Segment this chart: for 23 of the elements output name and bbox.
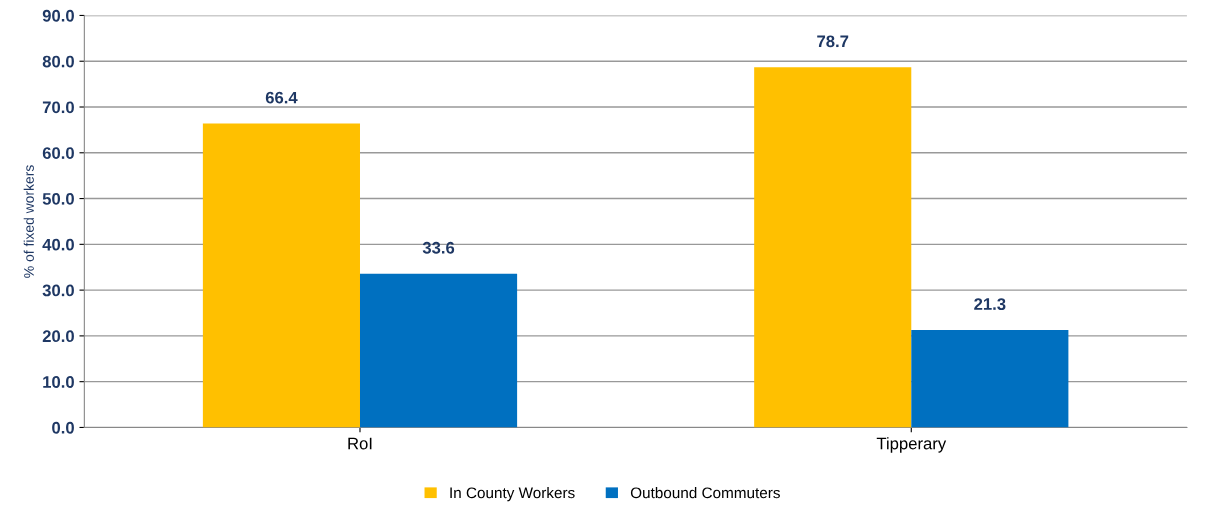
y-tick-label: 10.0: [43, 376, 74, 388]
y-tick-label: 90.0: [42, 9, 74, 22]
data-label: 66.4: [265, 91, 298, 104]
y-tick-label: 70.0: [42, 101, 74, 114]
x-tick-label: Tipperary: [876, 437, 947, 453]
data-label: 33.6: [422, 241, 455, 254]
bar: [359, 273, 518, 428]
y-tick-label: 30.0: [42, 284, 74, 297]
y-tick-label: 40.0: [42, 238, 74, 251]
bar: [754, 67, 912, 428]
bar: [911, 329, 1069, 428]
y-tick-label: 20.0: [42, 330, 74, 343]
y-tick-label: 60.0: [42, 147, 74, 159]
data-label: 78.7: [817, 35, 849, 48]
y-tick-label: 0.0: [52, 421, 74, 434]
y-axis-title: % of fixed workers: [23, 165, 34, 278]
legend-label: In County Workers: [450, 487, 575, 502]
y-tick-label: 80.0: [42, 55, 74, 68]
bar: [202, 123, 360, 428]
x-tick-label: RoI: [348, 437, 372, 450]
data-label: 21.3: [974, 298, 1006, 311]
legend-label: Outbound Commuters: [630, 487, 780, 499]
y-tick-label: 50.0: [42, 192, 74, 205]
